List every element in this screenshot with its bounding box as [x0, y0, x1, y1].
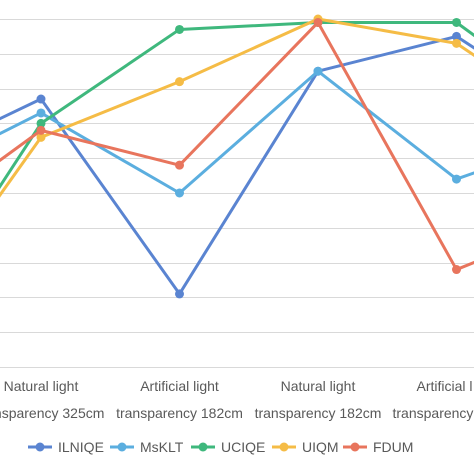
data-point: [175, 188, 184, 198]
legend-item-msklt: MsKLT: [110, 439, 184, 455]
legend-label: ILNIQE: [58, 439, 104, 455]
legend-item-fdum: FDUM: [343, 439, 413, 455]
legend-marker-icon: [279, 442, 289, 452]
series-lines: [0, 14, 474, 299]
series-line: [0, 34, 474, 296]
category-label: transparency 182cm: [255, 405, 382, 421]
category-label: Natural light: [4, 378, 79, 394]
category-labels: Natural light transparency 325cm Artificia…: [0, 378, 473, 421]
series-uiqm: [0, 14, 474, 198]
legend-marker-icon: [350, 442, 360, 452]
legend-label: UIQM: [302, 439, 339, 455]
data-point: [452, 31, 461, 41]
data-point: [36, 108, 46, 118]
category-label: transparency: [393, 405, 474, 421]
legend-marker-icon: [35, 442, 45, 452]
legend-item-uiqm: UIQM: [272, 439, 339, 455]
legend-marker-icon: [117, 442, 127, 452]
legend-marker-icon: [198, 442, 208, 452]
category-label: Natural light: [281, 378, 356, 394]
category-label: Artificial l: [417, 378, 473, 394]
category-label: transparency 182cm: [116, 405, 243, 421]
series-uciqe: [0, 17, 474, 189]
series-line: [0, 20, 474, 189]
data-point: [452, 174, 461, 184]
data-point: [175, 77, 184, 87]
legend-item-ilniqe: ILNIQE: [28, 439, 104, 455]
category-label: Artificial light: [140, 378, 219, 394]
data-point: [313, 66, 323, 76]
data-point: [36, 125, 46, 135]
category-label: transparency 325cm: [0, 405, 104, 421]
legend-label: FDUM: [373, 439, 413, 455]
series-ilniqe: [0, 31, 474, 299]
data-point: [452, 265, 461, 275]
data-point: [36, 132, 46, 142]
legend-label: MsKLT: [140, 439, 184, 455]
series-fdum: [0, 17, 474, 275]
data-point: [175, 160, 184, 170]
legend-label: UCIQE: [221, 439, 265, 455]
data-point: [175, 289, 184, 299]
data-point: [175, 24, 184, 34]
data-point: [36, 94, 46, 104]
series-line: [0, 20, 474, 272]
series-msklt: [0, 66, 474, 198]
series-line: [0, 17, 474, 198]
data-point: [36, 118, 46, 128]
data-point: [452, 38, 461, 48]
legend-item-uciqe: UCIQE: [191, 439, 265, 455]
gridlines: [0, 19, 474, 368]
data-point: [313, 17, 323, 27]
data-point: [452, 17, 461, 27]
series-line: [0, 69, 474, 195]
legend: ILNIQE MsKLT UCIQE UIQM FDUM: [28, 439, 413, 455]
